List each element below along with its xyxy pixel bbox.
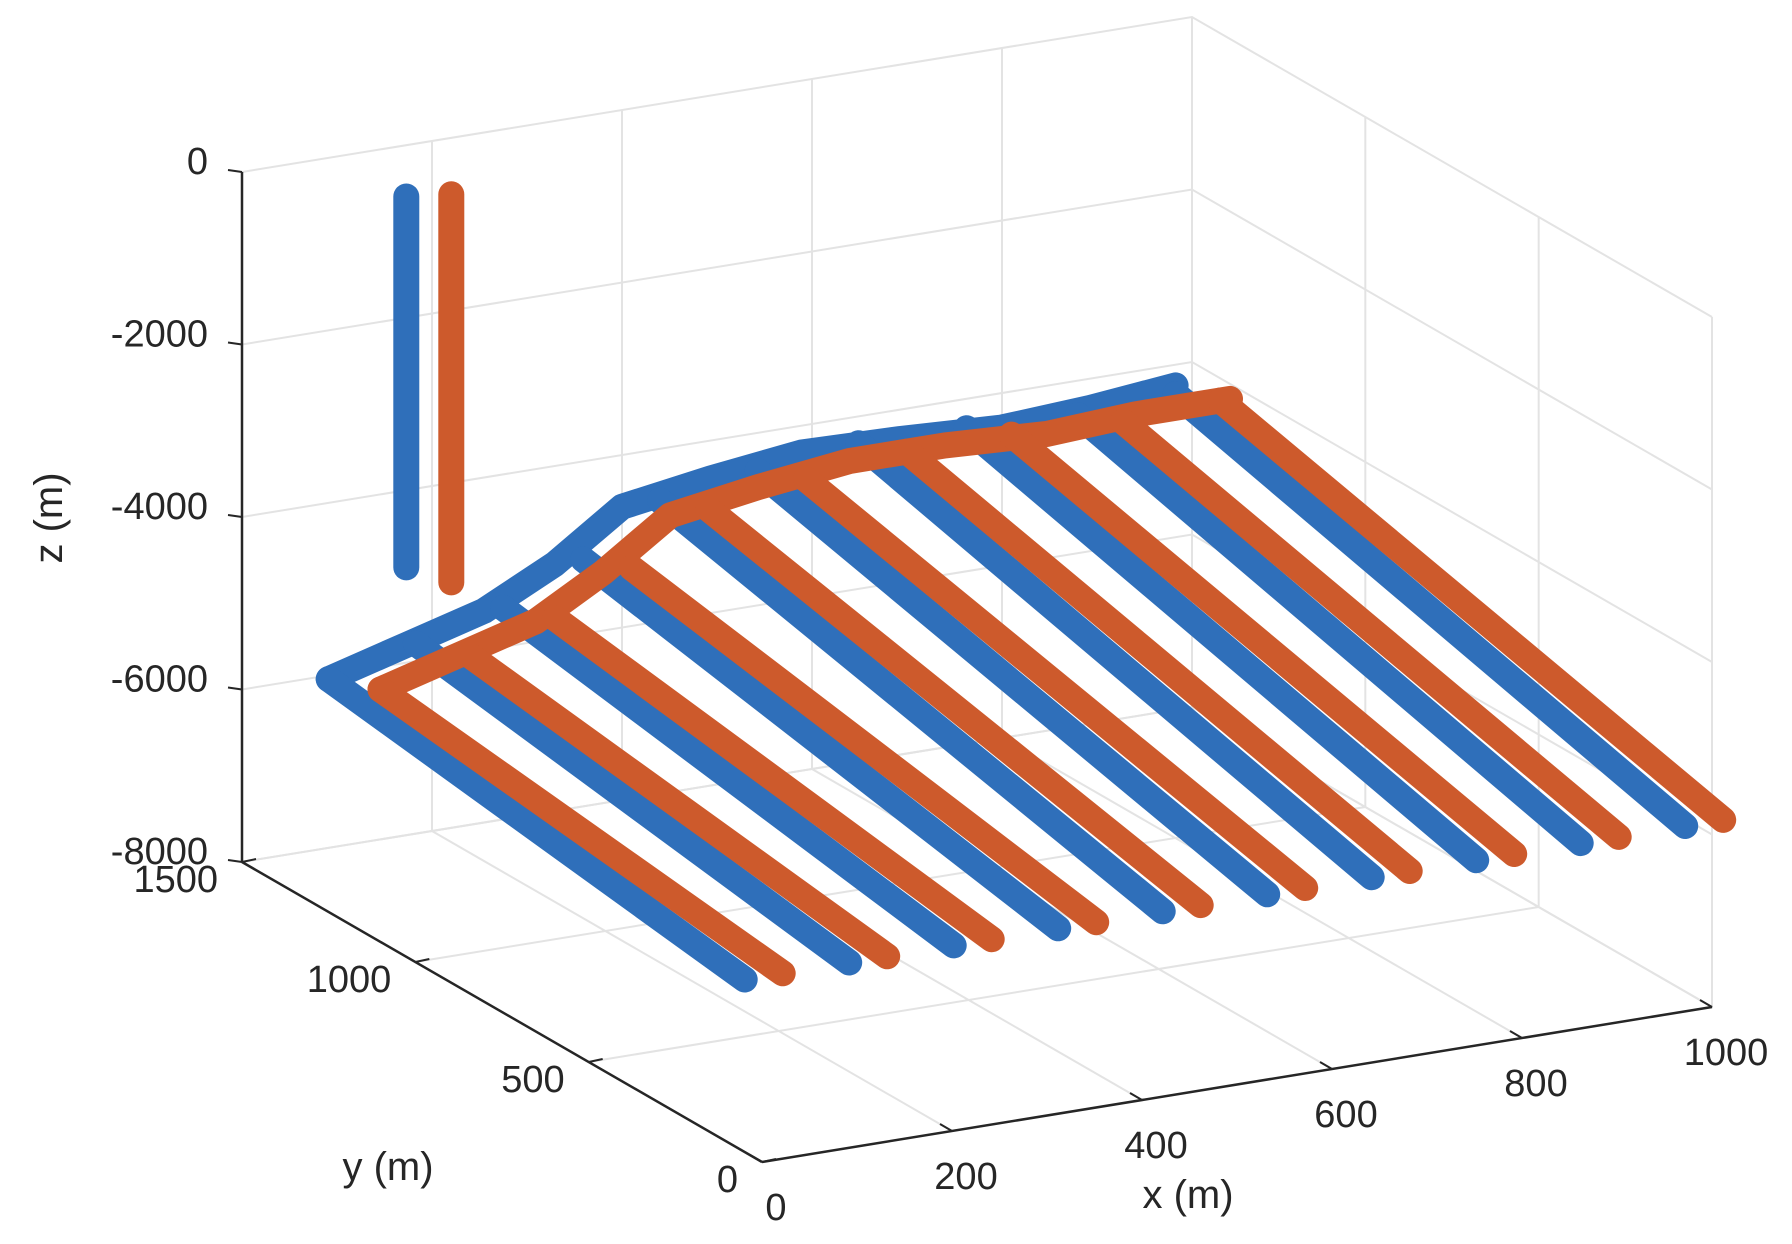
lateral-6 <box>793 466 1319 901</box>
z-axis-label: z (m) <box>27 472 71 563</box>
series-2 <box>367 181 1737 987</box>
lateral-3 <box>490 594 967 959</box>
y-tick-label: 1500 <box>133 859 218 901</box>
series-1 <box>315 183 1699 993</box>
lateral-1 <box>315 666 758 993</box>
x-tick <box>1699 999 1713 1008</box>
x-tick <box>749 1154 763 1163</box>
lateral-9 <box>1065 402 1594 857</box>
x-tick <box>1509 1030 1523 1039</box>
y-tick <box>761 1158 777 1163</box>
z-tick <box>227 169 243 173</box>
y-tick <box>241 858 257 863</box>
x-tick <box>939 1123 953 1132</box>
z-tick-label: -2000 <box>111 314 208 356</box>
x-tick-label: 0 <box>765 1187 786 1229</box>
axes <box>227 169 1713 1164</box>
grid-line <box>241 188 1713 491</box>
lateral-8 <box>953 415 1490 874</box>
x-tick <box>1129 1092 1143 1101</box>
lateral-6 <box>744 457 1281 908</box>
x-tick-label: 600 <box>1314 1094 1377 1136</box>
tick-labels: 0 200 400 600 800 1000 0 500 1000 1500-8000 -6000 -… <box>111 141 1768 1229</box>
y-tick-label: 1000 <box>307 959 392 1001</box>
y-axis-line <box>241 860 763 1164</box>
lateral-7 <box>894 438 1423 884</box>
lateral-1 <box>367 676 796 987</box>
lateral-4 <box>618 554 1110 936</box>
z-tick-label: -6000 <box>111 659 208 701</box>
z-tick-label: -4000 <box>111 486 208 528</box>
lateral-2 <box>402 630 863 976</box>
lateral-3 <box>541 605 1005 953</box>
y-tick-label: 500 <box>501 1059 564 1101</box>
header-curve <box>315 372 1189 693</box>
lateral-10 <box>1207 387 1737 833</box>
z-tick <box>227 686 243 691</box>
x-axis-line <box>761 1005 1713 1164</box>
lateral-7 <box>845 430 1385 891</box>
lateral-5 <box>647 487 1176 925</box>
y-tick <box>415 958 430 963</box>
lateral-10 <box>1162 381 1699 839</box>
x-tick <box>1319 1061 1333 1070</box>
z-tick-label: -8000 <box>111 831 208 873</box>
y-tick-label: 0 <box>717 1159 738 1201</box>
lateral-8 <box>998 421 1528 867</box>
lateral-5 <box>695 496 1214 919</box>
y-axis-label: y (m) <box>342 1145 433 1189</box>
series-layer <box>315 181 1737 993</box>
grid-line <box>241 15 1713 318</box>
header-curve <box>367 385 1243 703</box>
z-tick <box>227 341 243 346</box>
z-tick <box>227 859 243 863</box>
grid-line <box>241 360 1713 663</box>
lateral-4 <box>570 546 1072 942</box>
x-axis-label: x (m) <box>1142 1173 1233 1217</box>
x-tick-label: 400 <box>1124 1125 1187 1167</box>
x-tick-label: 1000 <box>1684 1032 1769 1074</box>
lateral-2 <box>454 640 901 970</box>
z-tick <box>227 514 243 518</box>
y-tick <box>588 1058 603 1063</box>
z-tick-label: 0 <box>187 141 208 183</box>
lateral-9 <box>1109 408 1632 850</box>
x-tick-label: 800 <box>1504 1063 1567 1105</box>
x-tick-label: 200 <box>934 1156 997 1198</box>
